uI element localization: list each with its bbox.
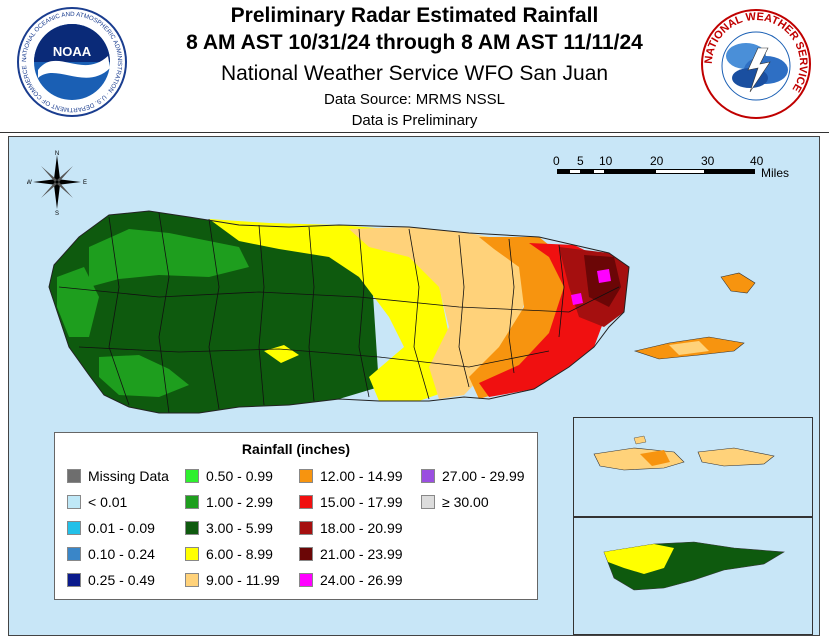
legend-title: Rainfall (inches) [241,441,351,457]
legend-swatch [185,521,199,535]
legend-swatch [299,495,313,509]
legend-swatch [299,547,313,561]
scale-label-40: 40 [750,154,764,168]
legend-swatch [185,547,199,561]
scale-unit: Miles [761,166,790,180]
scale-label-5: 5 [577,154,584,168]
nws-logo: NATIONAL WEATHER SERVICE [701,9,811,119]
culebra-island [720,272,756,294]
legend-label: 15.00 - 17.99 [320,494,403,510]
legend-item: 21.00 - 23.99 [299,545,403,563]
legend-swatch [299,521,313,535]
legend-swatch [67,469,81,483]
inset-st-croix-shapes [603,541,785,591]
legend-swatch [185,573,199,587]
legend-item: 24.00 - 26.99 [299,571,403,589]
legend-swatch [67,495,81,509]
scale-label-30: 30 [701,154,715,168]
legend-label: 0.10 - 0.24 [88,546,155,562]
inset-st-croix [573,517,813,635]
legend-item: 3.00 - 5.99 [185,519,273,537]
noaa-logo: NOAA NATIONAL OCEANIC AND ATMOSPHERIC AD… [17,7,127,117]
puerto-rico-rainfall-shapes [48,210,756,414]
title-line-1: Preliminary Radar Estimated Rainfall [230,4,599,27]
scale-label-20: 20 [650,154,664,168]
legend-item: 0.10 - 0.24 [67,545,155,563]
legend-label: 24.00 - 26.99 [320,572,403,588]
legend-label: Missing Data [88,468,169,484]
scale-bar [557,169,767,181]
legend-item: 0.01 - 0.09 [67,519,155,537]
inset-virgin-islands-north [573,417,813,517]
legend-swatch [67,521,81,535]
preliminary-note: Data is Preliminary [351,112,478,129]
inset-north-shapes [593,435,775,471]
noaa-text: NOAA [53,44,92,59]
pr-yellow-band [209,219,459,401]
legend-item: 6.00 - 8.99 [185,545,273,563]
scale-label-10: 10 [599,154,613,168]
legend-label: < 0.01 [88,494,128,510]
compass-rose: N S E W [27,151,87,215]
legend-item: 1.00 - 2.99 [185,493,273,511]
legend-item: ≥ 30.00 [421,493,489,511]
legend-label: 18.00 - 20.99 [320,520,403,536]
compass-west: W [27,180,32,186]
legend-label: 0.25 - 0.49 [88,572,155,588]
legend-label: 9.00 - 11.99 [206,572,280,588]
legend-item: 12.00 - 14.99 [299,467,403,485]
compass-north: N [55,151,59,157]
legend-item: 0.50 - 0.99 [185,467,273,485]
legend-label: 27.00 - 29.99 [442,468,525,484]
legend-label: 1.00 - 2.99 [206,494,273,510]
legend-swatch [421,469,435,483]
pr-magenta-spot-2 [571,293,583,305]
map-header: Preliminary Radar Estimated Rainfall 8 A… [0,0,829,133]
municipal-borders [58,212,620,414]
pr-green-patch-north [89,229,249,287]
legend-label: 21.00 - 23.99 [320,546,403,562]
compass-south: S [55,211,59,215]
legend-item: 15.00 - 17.99 [299,493,403,511]
legend-item: Missing Data [67,467,169,485]
legend-swatch [185,495,199,509]
legend-swatch [67,547,81,561]
legend-label: 0.50 - 0.99 [206,468,273,484]
title-line-2: 8 AM AST 10/31/24 through 8 AM AST 11/11… [186,31,643,54]
legend-swatch [299,469,313,483]
legend-item: 9.00 - 11.99 [185,571,280,589]
scale-label-0: 0 [553,154,560,168]
office-name: National Weather Service WFO San Juan [220,62,609,85]
legend-item: 0.25 - 0.49 [67,571,155,589]
legend-label: ≥ 30.00 [442,494,489,510]
legend-item: 18.00 - 20.99 [299,519,403,537]
legend-item: 27.00 - 29.99 [421,467,525,485]
legend-swatch [299,573,313,587]
pr-light-orange-band [349,227,529,399]
legend-swatch [421,495,435,509]
legend-label: 0.01 - 0.09 [88,520,155,536]
legend-label: 12.00 - 14.99 [320,468,403,484]
legend-label: 6.00 - 8.99 [206,546,273,562]
legend-label: 3.00 - 5.99 [206,520,273,536]
legend-swatch [67,573,81,587]
pr-green-patch-southwest [99,355,189,397]
pr-green-patch-west [57,267,99,337]
vieques-light-patch [669,341,709,355]
legend-swatch [185,469,199,483]
pr-magenta-spot [597,269,611,283]
compass-east: E [83,180,87,186]
legend-item: < 0.01 [67,493,127,511]
rainfall-legend: Rainfall (inches) Missing Data < 0.01 0.01… [54,432,538,600]
data-source: Data Source: MRMS NSSL [324,91,505,108]
pr-coastline [48,210,630,414]
